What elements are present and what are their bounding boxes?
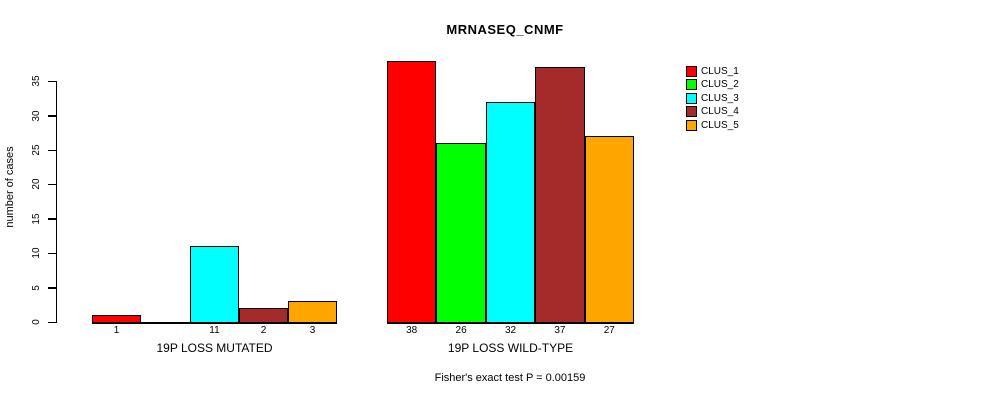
bar-clus_3-group0	[190, 246, 239, 322]
bar-value-label: 27	[603, 325, 615, 336]
x-axis-baseline	[92, 322, 337, 324]
legend-label-clus_5: CLUS_5	[701, 119, 739, 131]
y-axis-tick	[47, 115, 56, 117]
legend-swatch-clus_5	[686, 119, 697, 131]
bar-value-label: 11	[209, 325, 220, 336]
fisher-test-annotation: Fisher's exact test P = 0.00159	[434, 372, 586, 384]
bar-clus_1-group1	[387, 60, 437, 322]
legend-swatch-clus_4	[686, 106, 697, 118]
bar-value-label: 1	[113, 325, 120, 336]
bar-clus_2-group1	[436, 143, 486, 322]
legend-label-clus_2: CLUS_2	[701, 79, 739, 91]
legend-swatch-clus_2	[686, 79, 697, 91]
bar-value-label: 38	[406, 325, 418, 336]
y-axis-tick-label: 10	[31, 247, 42, 259]
x-axis-baseline	[387, 322, 634, 324]
y-axis-title: number of cases	[4, 146, 16, 228]
legend-label-clus_4: CLUS_4	[701, 106, 739, 118]
x-axis-group-label: 19P LOSS MUTATED	[156, 341, 273, 355]
bar-clus_1-group0	[92, 315, 141, 322]
legend-label-clus_1: CLUS_1	[701, 66, 739, 77]
x-axis-group-label: 19P LOSS WILD-TYPE	[447, 341, 574, 355]
y-axis-tick	[47, 218, 56, 220]
y-axis-tick	[47, 287, 56, 289]
bar-clus_3-group1	[485, 101, 536, 322]
bar-clus_4-group0	[239, 308, 288, 322]
y-axis-tick-label: 0	[31, 319, 42, 325]
y-axis-tick-label: 20	[31, 178, 42, 190]
y-axis-tick	[47, 80, 56, 83]
bar-clus_4-group1	[535, 67, 585, 322]
y-axis-tick-label: 5	[31, 284, 42, 291]
bar-clus_5-group0	[288, 301, 337, 322]
legend-label-clus_3: CLUS_3	[701, 92, 739, 104]
bar-value-label: 32	[504, 325, 517, 336]
y-axis-tick	[47, 321, 56, 323]
y-axis-tick-label: 35	[31, 75, 42, 87]
legend-swatch-clus_1	[686, 66, 697, 77]
y-axis-tick	[47, 252, 56, 255]
y-axis-tick	[47, 183, 56, 186]
y-axis-tick-label: 25	[31, 144, 42, 156]
y-axis-tick	[47, 149, 56, 151]
bar-clus_5-group1	[584, 136, 634, 322]
y-axis-tick-label: 30	[31, 110, 42, 122]
bar-value-label: 3	[309, 325, 316, 336]
chart-title: MRNASEQ_CNMF	[446, 22, 564, 37]
y-axis-tick-label: 15	[31, 213, 42, 225]
bar-value-label: 37	[554, 325, 566, 336]
bar-value-label: 2	[260, 325, 267, 336]
bar-value-label: 26	[455, 325, 467, 336]
legend-swatch-clus_3	[686, 92, 697, 104]
y-axis-line	[55, 81, 57, 324]
